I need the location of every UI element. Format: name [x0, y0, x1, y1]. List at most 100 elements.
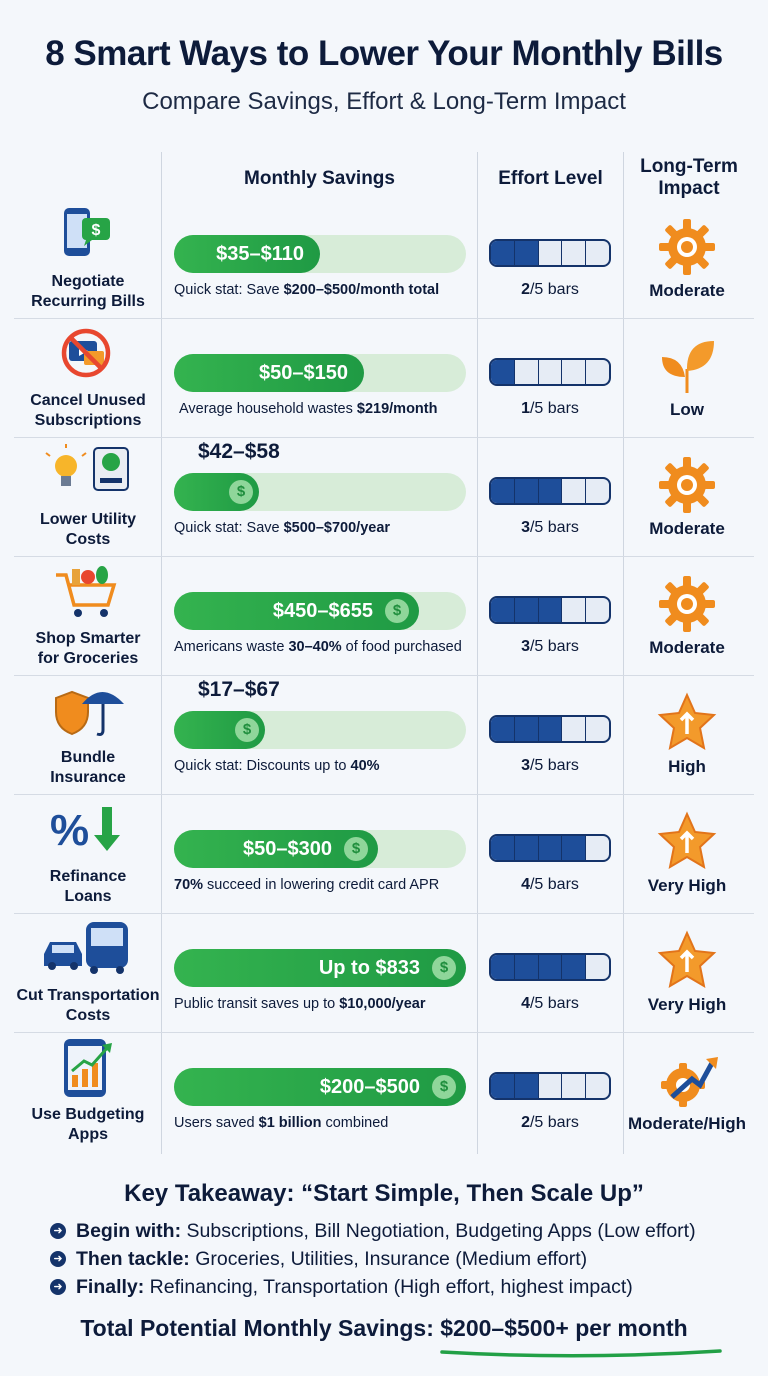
impact-label: Moderate/High	[627, 1114, 747, 1133]
row-divider	[14, 318, 754, 319]
quick-stat: Quick stat: Save $500–$700/year	[174, 520, 470, 536]
savings-value: $17–$67	[198, 678, 280, 701]
savings-bar: $50–$150	[174, 354, 466, 392]
quick-stat: Americans waste 30–40% of food purchased	[174, 639, 470, 655]
quick-stat-text: Users saved	[174, 1115, 259, 1131]
takeaway-item-bold: Begin with:	[76, 1220, 182, 1242]
effort-value: 3	[521, 638, 530, 655]
effort-segment	[538, 955, 563, 979]
category-label-line2: Loans	[64, 888, 112, 905]
category-label-line1: Negotiate	[51, 273, 125, 290]
effort-segment	[491, 360, 515, 384]
takeaway-item-text: Subscriptions, Bill Negotiation, Budgeti…	[181, 1220, 696, 1242]
effort-label: 1/5 bars	[478, 400, 622, 418]
effort-label: 4/5 bars	[478, 995, 622, 1013]
row-divider	[14, 794, 754, 795]
category-label: Shop Smarter for Groceries	[8, 629, 168, 669]
effort-suffix: /5 bars	[529, 638, 579, 655]
category-label-line1: Shop Smarter	[35, 630, 141, 647]
effort-segment	[562, 955, 587, 979]
quick-stat-text: Americans waste	[174, 639, 289, 655]
quick-stat-highlight: $1 billion	[258, 1115, 322, 1131]
row-divider	[14, 675, 754, 676]
effort-value: 2	[521, 1114, 530, 1131]
savings-bar: $35–$110	[174, 235, 466, 273]
quick-stat-highlight: $219/month	[356, 401, 438, 417]
quick-stat-text: Average household wastes	[179, 401, 357, 417]
row-divider	[14, 913, 754, 914]
table-row: Lower Utility Costs $ $42–$58 Quick stat: Sa…	[0, 438, 768, 556]
effort-segment	[538, 479, 563, 503]
category-label-line2: Apps	[68, 1126, 108, 1143]
effort-segment	[562, 1074, 587, 1098]
column-divider	[623, 152, 624, 1154]
effort-segment	[586, 1074, 609, 1098]
impact-label: Very High	[647, 876, 727, 895]
quick-stat-text: Quick stat: Save	[174, 282, 284, 298]
effort-value: 3	[521, 757, 530, 774]
quick-stat-highlight: 40%	[350, 758, 380, 774]
col-header-savings: Monthly Savings	[244, 168, 395, 189]
savings-bar-fill	[174, 592, 419, 630]
arrow-bullet-icon: ➜	[50, 1279, 66, 1295]
gear-icon	[659, 457, 715, 513]
effort-segment	[538, 598, 563, 622]
effort-segment	[491, 479, 515, 503]
row-divider	[14, 1032, 754, 1033]
effort-meter	[489, 239, 611, 267]
effort-segment	[539, 1074, 563, 1098]
table-row: Cut Transportation Costs Up to $833 $ Public…	[0, 914, 768, 1032]
gear-icon	[659, 219, 715, 275]
effort-meter	[489, 477, 611, 505]
star-up-icon	[657, 930, 717, 988]
effort-value: 3	[521, 519, 530, 536]
quick-stat-text: Quick stat: Save	[174, 520, 284, 536]
dollar-coin-icon: $	[229, 480, 253, 504]
effort-value: 4	[521, 876, 530, 893]
effort-segment	[514, 598, 539, 622]
shield-umbrella-icon	[55, 690, 124, 736]
savings-value: $42–$58	[198, 440, 280, 463]
takeaway-title: Key Takeaway: “Start Simple, Then Scale …	[124, 1180, 644, 1207]
effort-meter	[489, 715, 611, 743]
category-label: Use Budgeting Apps	[8, 1105, 168, 1145]
col-header-impact-line1: Long-Term	[640, 156, 738, 177]
effort-segment	[539, 241, 563, 265]
effort-value: 4	[521, 995, 530, 1012]
effort-segment	[491, 836, 515, 860]
star-up-icon	[657, 692, 717, 750]
quick-stat: Public transit saves up to $10,000/year	[174, 996, 470, 1012]
quick-stat-text: succeed in lowering credit card APR	[203, 877, 440, 893]
savings-value: $450–$655	[272, 600, 373, 622]
effort-suffix: /5 bars	[529, 1114, 579, 1131]
quick-stat-highlight: 30–40%	[288, 639, 342, 655]
takeaway-item-bold: Finally:	[76, 1276, 145, 1298]
quick-stat: Average household wastes $219/month	[179, 401, 475, 417]
effort-label: 3/5 bars	[478, 757, 622, 775]
effort-segment	[491, 241, 515, 265]
effort-segment	[562, 598, 587, 622]
sprout-icon	[662, 341, 714, 393]
takeaway-item-bold: Then tackle:	[76, 1248, 190, 1270]
effort-label: 3/5 bars	[478, 519, 622, 537]
category-label: Lower Utility Costs	[8, 510, 168, 550]
savings-bar-fill	[174, 235, 320, 273]
effort-segment	[514, 836, 539, 860]
grocery-cart-icon	[56, 566, 117, 617]
category-label-line2: Costs	[65, 1007, 111, 1024]
quick-stat: Users saved $1 billion combined	[174, 1115, 470, 1131]
impact-label: High	[668, 757, 706, 776]
green-underline-icon	[440, 1349, 722, 1358]
effort-segment	[586, 717, 609, 741]
effort-segment	[586, 479, 609, 503]
savings-bar-fill	[174, 354, 364, 392]
no-subscription-icon	[61, 328, 111, 378]
phone-chart-icon	[64, 1039, 112, 1097]
savings-value: $50–$150	[259, 362, 348, 384]
category-label-line1: Bundle	[60, 749, 116, 766]
table-row: Bundle Insurance $ $17–$67 Quick stat: Disco…	[0, 676, 768, 794]
effort-suffix: /5 bars	[529, 281, 579, 298]
savings-bar: $200–$500 $	[174, 1068, 466, 1106]
table-row: % Refinance Loans $50–$300 $70% succeed in l…	[0, 795, 768, 913]
arrow-bullet-icon: ➜	[50, 1223, 66, 1239]
